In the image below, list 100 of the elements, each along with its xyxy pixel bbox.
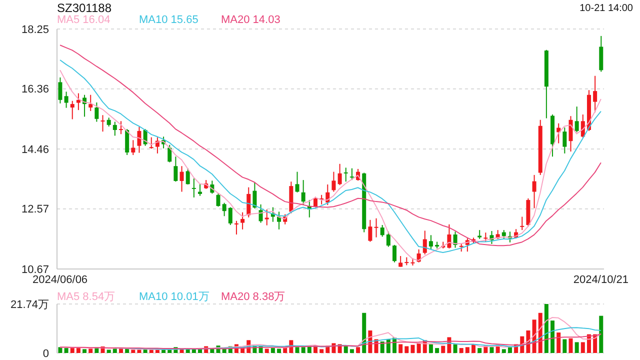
text: MA20 8.38万 (221, 290, 286, 304)
candlestick (186, 168, 190, 185)
x-tick-label: 2024/10/21 (573, 274, 628, 286)
bar (441, 346, 446, 353)
candlestick (568, 116, 573, 152)
candlestick (380, 224, 384, 238)
bar (599, 316, 604, 353)
candlestick (453, 231, 458, 248)
bar (356, 347, 360, 353)
bar (88, 348, 93, 353)
candlestick (484, 232, 488, 242)
candlestick (350, 168, 354, 181)
bar (380, 342, 384, 353)
candlestick (398, 256, 403, 268)
bar (574, 342, 579, 353)
candlestick (125, 128, 130, 156)
bar (118, 348, 123, 353)
candlestick (58, 76, 62, 104)
candlestick (447, 224, 452, 249)
candlestick (76, 92, 80, 111)
y-tick-label: 14.46 (21, 144, 49, 156)
candlestick (252, 182, 257, 210)
bar (556, 332, 561, 353)
candlestick (137, 126, 142, 154)
candlestick (234, 220, 238, 235)
text: MA10 10.01万 (139, 290, 210, 304)
candlestick (216, 192, 220, 208)
candlestick (64, 91, 68, 108)
bar (112, 348, 117, 353)
bar (416, 343, 421, 353)
candlestick (222, 202, 226, 217)
candlestick (562, 126, 567, 154)
y-tick-label: 12.57 (21, 204, 49, 216)
text: 10-21 14:00 (580, 3, 633, 14)
candlestick (332, 171, 336, 192)
bar (550, 320, 555, 353)
candlestick (240, 212, 245, 230)
bar (350, 349, 354, 353)
candlestick (374, 218, 378, 238)
candlestick (94, 102, 99, 122)
candlestick (131, 140, 136, 156)
candlestick (88, 94, 93, 112)
candlestick (338, 163, 342, 186)
bar (435, 348, 440, 353)
line-series (60, 334, 602, 350)
bar (508, 347, 512, 353)
y-tick-label: 10.67 (21, 264, 49, 276)
candlestick (368, 219, 372, 242)
candlestick (295, 171, 300, 193)
bar (544, 304, 548, 353)
text: MA5 16.04 (57, 14, 112, 26)
y-tick-label: 21.74万 (10, 298, 49, 311)
bar (490, 347, 494, 353)
candlestick (574, 106, 579, 133)
candlestick (228, 206, 232, 226)
bar (465, 347, 470, 353)
candlestick (149, 136, 154, 150)
candlestick (386, 231, 390, 248)
candlestick (301, 180, 306, 206)
candlestick (198, 183, 202, 196)
bar (580, 342, 585, 353)
bar (362, 312, 366, 353)
candlestick (112, 121, 117, 136)
bar (58, 347, 62, 353)
bar (131, 350, 136, 353)
bar (64, 348, 68, 353)
bar (410, 344, 415, 353)
bar (538, 312, 542, 353)
bar (320, 349, 324, 353)
y-tick-label: 0 (42, 348, 49, 360)
candlestick (428, 234, 433, 250)
candlestick (118, 120, 123, 135)
bar (459, 348, 464, 353)
text: MA5 8.54万 (57, 290, 116, 304)
y-tick-label: 18.25 (21, 24, 49, 36)
bar (453, 344, 458, 353)
bar (295, 347, 300, 353)
bar (478, 348, 482, 353)
candlestick (599, 35, 604, 72)
bar (472, 344, 476, 353)
candlestick (180, 166, 184, 192)
bar (301, 347, 306, 353)
candlestick (70, 100, 74, 120)
bar (277, 348, 282, 353)
candlestick (246, 186, 251, 218)
candlestick (593, 75, 598, 113)
bar (137, 350, 142, 353)
candlestick (392, 244, 396, 263)
text: MA10 15.65 (139, 14, 200, 26)
bar (82, 349, 87, 353)
bar (270, 348, 275, 353)
candlestick (174, 156, 178, 182)
bar (428, 344, 433, 353)
candlestick (532, 174, 536, 209)
bar (502, 349, 506, 353)
text: MA20 14.03 (221, 14, 282, 26)
y-tick-label: 16.36 (21, 84, 49, 96)
candlestick (192, 178, 196, 198)
candlestick (422, 230, 427, 255)
candlestick (344, 167, 348, 182)
